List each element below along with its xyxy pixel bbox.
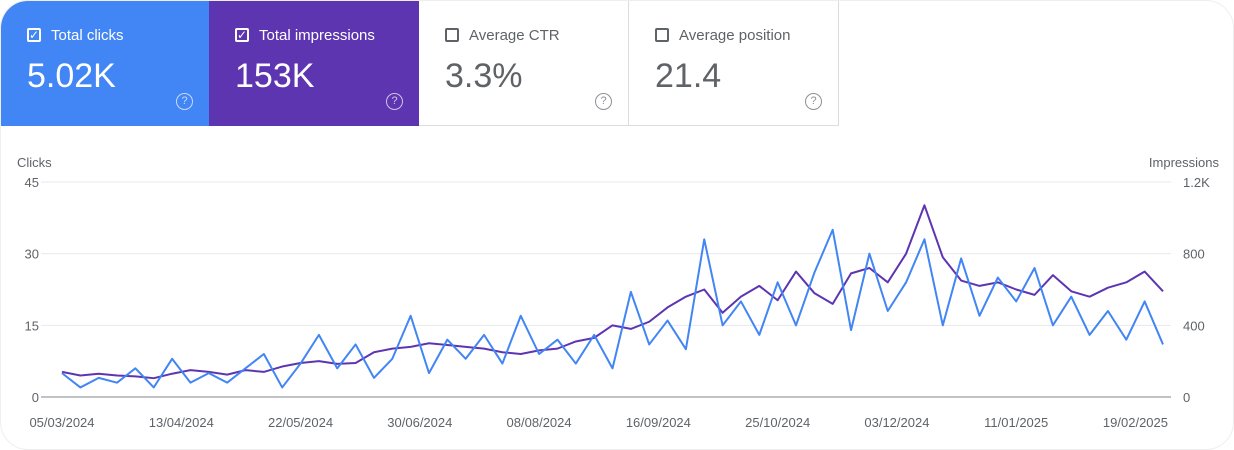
x-tick-label: 08/08/2024	[507, 415, 572, 430]
x-tick-label: 30/06/2024	[387, 415, 452, 430]
checkbox-unchecked-icon[interactable]	[655, 28, 669, 42]
series-line-impressions	[61, 204, 1164, 380]
left-tick-label: 0	[32, 390, 39, 405]
left-tick-label: 15	[25, 318, 39, 333]
checkbox-checked-icon[interactable]: ✓	[235, 28, 249, 42]
x-tick-label: 25/10/2024	[745, 415, 810, 430]
x-tick-label: 11/01/2025	[984, 415, 1048, 430]
card-value: 5.02K	[27, 57, 116, 95]
right-axis-title: Impressions	[1148, 155, 1219, 170]
card-total-impressions[interactable]: ✓ Total impressions 153K ?	[209, 1, 419, 126]
x-tick-label: 19/02/2025	[1103, 415, 1168, 430]
card-label: Total impressions	[259, 27, 375, 44]
card-value: 21.4	[655, 57, 722, 95]
card-label: Average position	[679, 27, 791, 44]
right-tick-label: 0	[1183, 390, 1190, 405]
left-tick-label: 30	[25, 247, 39, 262]
checkbox-unchecked-icon[interactable]	[445, 28, 459, 42]
metric-cards: ✓ Total clicks 5.02K ? ✓ Total impressio…	[1, 1, 839, 126]
right-tick-label: 400	[1183, 318, 1205, 333]
help-icon[interactable]: ?	[805, 93, 822, 110]
x-tick-label: 16/09/2024	[626, 415, 691, 430]
card-total-clicks[interactable]: ✓ Total clicks 5.02K ?	[1, 1, 209, 126]
card-value: 3.3%	[445, 57, 523, 95]
card-label: Total clicks	[51, 27, 124, 44]
right-tick-label: 800	[1183, 247, 1205, 262]
help-icon[interactable]: ?	[386, 93, 403, 110]
x-tick-label: 03/12/2024	[864, 415, 929, 430]
card-average-position[interactable]: Average position 21.4 ?	[629, 1, 839, 126]
left-tick-label: 45	[25, 175, 39, 190]
x-tick-label: 13/04/2024	[149, 415, 214, 430]
x-tick-label: 05/03/2024	[29, 415, 94, 430]
right-tick-label: 1.2K	[1183, 175, 1210, 190]
checkbox-checked-icon[interactable]: ✓	[27, 28, 41, 42]
help-icon[interactable]: ?	[595, 93, 612, 110]
help-icon[interactable]: ?	[176, 93, 193, 110]
card-average-ctr[interactable]: Average CTR 3.3% ?	[419, 1, 629, 126]
card-value: 153K	[235, 57, 315, 95]
card-label: Average CTR	[469, 27, 560, 44]
x-tick-label: 22/05/2024	[268, 415, 333, 430]
left-axis-title: Clicks	[17, 155, 52, 170]
